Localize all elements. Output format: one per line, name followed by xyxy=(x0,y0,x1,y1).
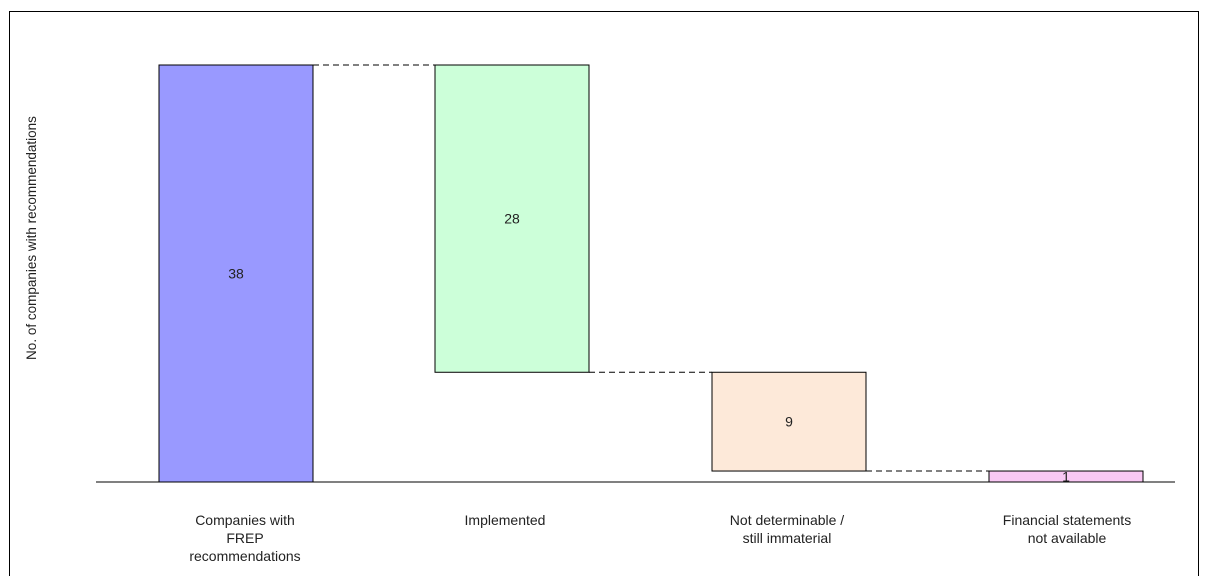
data-label-1: 38 xyxy=(228,266,244,282)
x-tick-label-line: Implemented xyxy=(465,512,546,528)
bar-4 xyxy=(988,470,1144,483)
y-axis-label: No. of companies with recommendations xyxy=(24,116,39,360)
x-tick-label-1: Companies with FREP recommendations xyxy=(189,512,300,564)
x-tick-label-line: still immaterial xyxy=(743,530,832,546)
x-tick-label-line: Companies with xyxy=(195,512,295,528)
chart-frame xyxy=(9,11,1199,576)
x-tick-label-line: FREP xyxy=(226,530,263,546)
data-label-4: 1 xyxy=(1062,469,1070,485)
x-tick-label-4: Financial statements not available xyxy=(1003,512,1131,546)
x-tick-label-line: not available xyxy=(1028,530,1107,546)
x-tick-label-line: Financial statements xyxy=(1003,512,1131,528)
x-tick-label-line: recommendations xyxy=(189,548,300,564)
bar-1 xyxy=(158,64,314,483)
x-tick-label-line: Not determinable / xyxy=(730,512,845,528)
data-label-3: 9 xyxy=(785,414,793,430)
bar-3 xyxy=(711,371,867,472)
bar-2 xyxy=(434,64,590,373)
x-tick-label-3: Not determinable / still immaterial xyxy=(730,512,845,546)
data-label-2: 28 xyxy=(504,211,520,227)
x-tick-label-2: Implemented xyxy=(465,512,546,528)
